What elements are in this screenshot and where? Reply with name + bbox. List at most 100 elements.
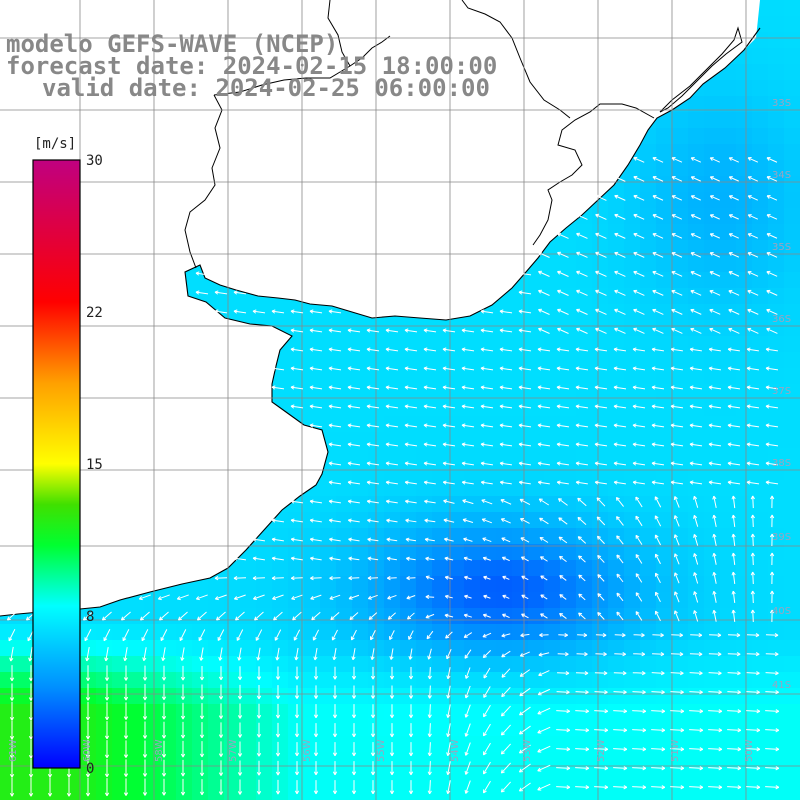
- field-cell: [400, 352, 416, 368]
- field-cell: [208, 592, 224, 608]
- field-cell: [448, 336, 464, 352]
- field-cell: [768, 144, 784, 160]
- field-cell: [448, 352, 464, 368]
- field-cell: [208, 624, 224, 640]
- field-cell: [608, 432, 624, 448]
- field-cell: [704, 112, 720, 128]
- field-cell: [576, 432, 592, 448]
- field-cell: [416, 544, 432, 560]
- field-cell: [704, 704, 720, 720]
- field-cell: [704, 256, 720, 272]
- field-cell: [496, 464, 512, 480]
- field-cell: [704, 80, 720, 96]
- field-cell: [624, 256, 640, 272]
- field-cell: [544, 448, 560, 464]
- field-cell: [752, 288, 768, 304]
- field-cell: [528, 512, 544, 528]
- field-cell: [704, 464, 720, 480]
- field-cell: [256, 784, 272, 800]
- field-cell: [576, 560, 592, 576]
- field-cell: [672, 640, 688, 656]
- field-cell: [576, 768, 592, 784]
- field-cell: [352, 576, 368, 592]
- field-cell: [160, 608, 176, 624]
- field-cell: [128, 688, 144, 704]
- field-cell: [640, 304, 656, 320]
- field-cell: [768, 720, 784, 736]
- field-cell: [640, 272, 656, 288]
- field-cell: [352, 592, 368, 608]
- field-cell: [544, 384, 560, 400]
- field-cell: [288, 560, 304, 576]
- field-cell: [448, 416, 464, 432]
- field-cell: [96, 704, 112, 720]
- field-cell: [592, 608, 608, 624]
- field-cell: [208, 288, 224, 304]
- field-cell: [720, 416, 736, 432]
- field-cell: [592, 288, 608, 304]
- field-cell: [704, 528, 720, 544]
- field-cell: [784, 272, 800, 288]
- field-cell: [288, 624, 304, 640]
- field-cell: [384, 464, 400, 480]
- field-cell: [544, 576, 560, 592]
- field-cell: [592, 720, 608, 736]
- field-cell: [288, 512, 304, 528]
- field-cell: [640, 176, 656, 192]
- field-cell: [592, 464, 608, 480]
- field-cell: [784, 736, 800, 752]
- field-cell: [736, 448, 752, 464]
- field-cell: [736, 224, 752, 240]
- field-cell: [544, 352, 560, 368]
- field-cell: [688, 256, 704, 272]
- field-cell: [704, 352, 720, 368]
- field-cell: [576, 512, 592, 528]
- field-cell: [304, 656, 320, 672]
- field-cell: [720, 288, 736, 304]
- field-cell: [560, 672, 576, 688]
- field-cell: [752, 720, 768, 736]
- field-cell: [592, 416, 608, 432]
- field-cell: [528, 592, 544, 608]
- field-cell: [656, 624, 672, 640]
- field-cell: [496, 736, 512, 752]
- latitude-label: 40S: [772, 606, 791, 617]
- field-cell: [544, 672, 560, 688]
- field-cell: [704, 400, 720, 416]
- field-cell: [768, 480, 784, 496]
- field-cell: [416, 496, 432, 512]
- field-cell: [208, 736, 224, 752]
- field-cell: [96, 784, 112, 800]
- field-cell: [304, 320, 320, 336]
- field-cell: [288, 336, 304, 352]
- field-cell: [704, 768, 720, 784]
- field-cell: [784, 528, 800, 544]
- field-cell: [576, 448, 592, 464]
- field-cell: [592, 480, 608, 496]
- field-cell: [752, 160, 768, 176]
- field-cell: [464, 496, 480, 512]
- field-cell: [752, 688, 768, 704]
- field-cell: [496, 480, 512, 496]
- field-cell: [496, 336, 512, 352]
- field-cell: [528, 784, 544, 800]
- field-cell: [544, 624, 560, 640]
- field-cell: [208, 640, 224, 656]
- field-cell: [304, 576, 320, 592]
- field-cell: [720, 320, 736, 336]
- field-cell: [352, 480, 368, 496]
- field-cell: [752, 400, 768, 416]
- field-cell: [656, 224, 672, 240]
- field-cell: [672, 192, 688, 208]
- field-cell: [176, 736, 192, 752]
- field-cell: [496, 416, 512, 432]
- field-cell: [496, 624, 512, 640]
- field-cell: [512, 320, 528, 336]
- field-cell: [592, 256, 608, 272]
- field-cell: [560, 352, 576, 368]
- field-cell: [576, 544, 592, 560]
- field-cell: [304, 336, 320, 352]
- field-cell: [464, 416, 480, 432]
- field-cell: [448, 640, 464, 656]
- field-cell: [176, 720, 192, 736]
